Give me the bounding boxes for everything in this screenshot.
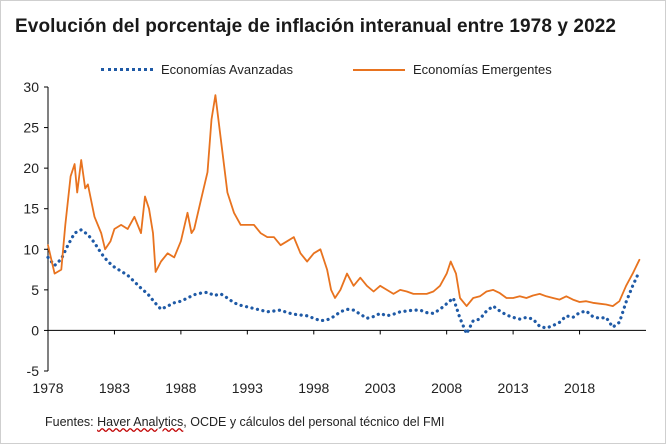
x-tick-label: 2013 [498,380,529,396]
y-axis-tick-labels: -5 0 5 10 15 20 25 30 [23,79,39,379]
legend-swatch-advanced [101,68,153,71]
x-tick-label: 1998 [298,380,329,396]
source-link: Haver Analytics [97,415,184,429]
legend-item-advanced: Economías Avanzadas [101,62,293,77]
y-tick-label: 25 [23,120,39,136]
x-tick-label: 1978 [32,380,63,396]
x-axis-tick-labels: 1978 1983 1988 1993 1998 2003 2008 2013 2018 [32,380,595,396]
legend-label-emerging: Economías Emergentes [413,62,552,77]
legend-swatch-emerging [353,68,405,71]
chart-legend: Economías Avanzadas Economías Emergentes [1,62,665,80]
chart-series [46,94,641,336]
x-tick-label: 2018 [564,380,595,396]
series-line-emerging [47,94,641,307]
x-tick-label: 2008 [431,380,462,396]
legend-item-emerging: Economías Emergentes [353,62,552,77]
y-tick-label: -5 [27,363,40,379]
y-tick-label: 10 [23,241,39,257]
legend-label-advanced: Economías Avanzadas [161,62,294,77]
chart-source-note: Fuentes: Haver Analytics, OCDE y cálculo… [45,415,445,429]
y-tick-label: 15 [23,201,39,217]
source-prefix: Fuentes: [45,415,98,429]
y-tick-label: 0 [31,322,39,338]
y-tick-label: 5 [31,282,39,298]
y-tick-label: 20 [23,160,39,176]
source-suffix: , OCDE y cálculos del personal técnico d… [183,415,445,429]
chart-title: Evolución del porcentaje de inflación in… [15,16,617,37]
y-tick-label: 30 [23,79,39,95]
x-tick-label: 1988 [165,380,196,396]
chart-axes [44,86,646,372]
x-tick-label: 2003 [365,380,396,396]
x-tick-label: 1983 [99,380,130,396]
series-line-advanced [46,228,641,336]
x-tick-label: 1993 [232,380,263,396]
